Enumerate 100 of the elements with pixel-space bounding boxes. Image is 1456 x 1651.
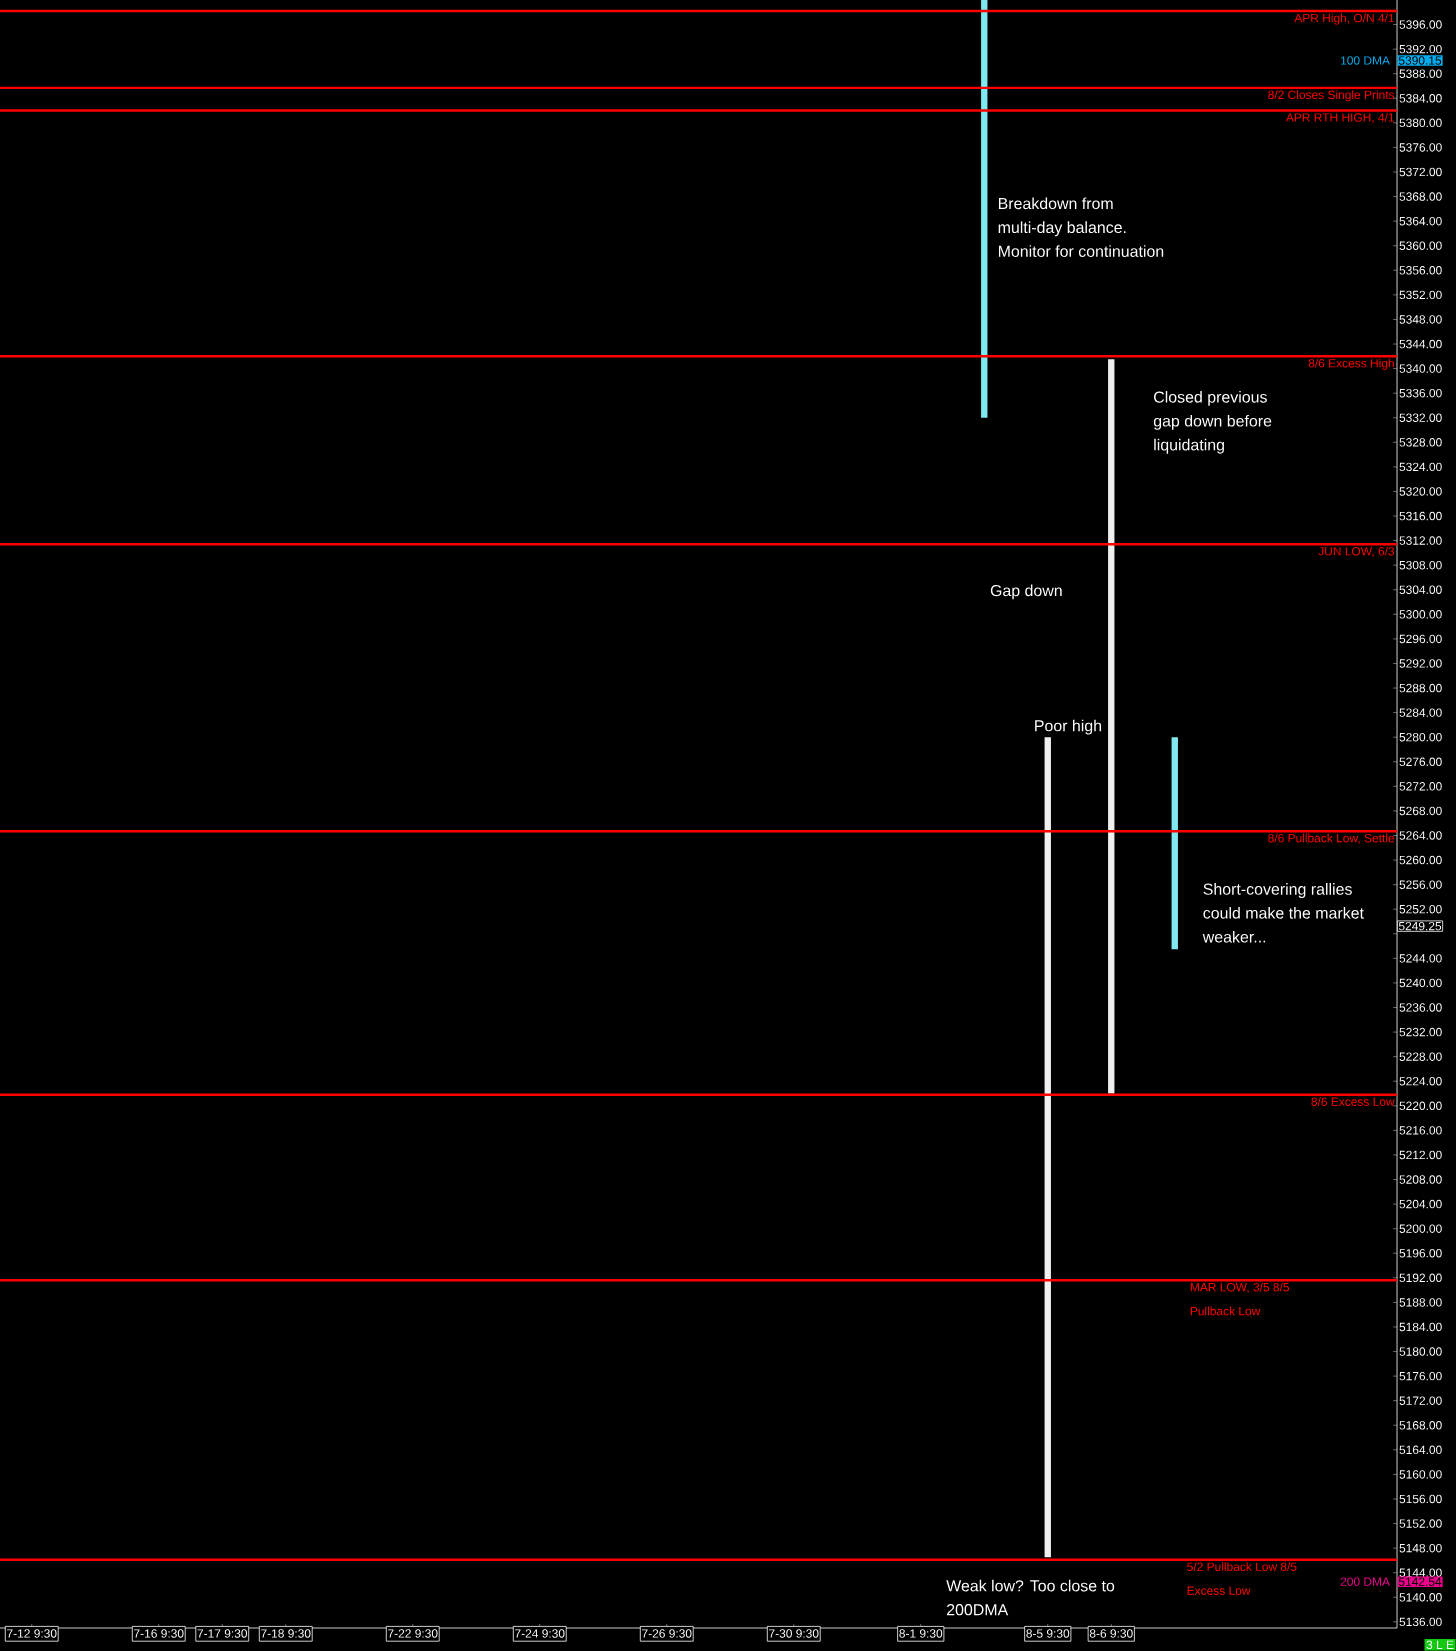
y-tick-label: 5244.00 bbox=[1399, 954, 1442, 963]
y-tick-label: 5204.00 bbox=[1399, 1199, 1442, 1209]
x-tick-label: 7-18 9:30 bbox=[261, 1629, 311, 1638]
y-tick-label: 5368.00 bbox=[1399, 192, 1442, 201]
text: 5/2 Pullback Low 8/5 Excess Low bbox=[1187, 1562, 1297, 1595]
x-tick-label: 8-5 9:30 bbox=[1026, 1629, 1070, 1638]
annotation: Breakdown from multi-day balance. Monitor for continuation bbox=[998, 197, 1164, 257]
text: 5142.54 bbox=[1398, 1577, 1442, 1586]
ref-line-label: MAR LOW, 3/5 8/5 Pullback Low bbox=[1190, 1282, 1290, 1316]
y-tick-label: 5332.00 bbox=[1399, 413, 1442, 422]
y-tick-label: 5260.00 bbox=[1399, 855, 1442, 865]
y-tick-label: 5296.00 bbox=[1399, 634, 1442, 644]
y-tick-label: 5356.00 bbox=[1399, 266, 1442, 275]
y-tick-label: 5164.00 bbox=[1399, 1445, 1442, 1455]
x-tick-label: 7-24 9:30 bbox=[515, 1629, 565, 1638]
y-tick-label: 5224.00 bbox=[1399, 1077, 1442, 1086]
y-tick-label: 5140.00 bbox=[1399, 1593, 1442, 1602]
y-tick-label: 5348.00 bbox=[1399, 315, 1442, 324]
y-tick-label: 5272.00 bbox=[1399, 782, 1442, 791]
y-tick-label: 5236.00 bbox=[1399, 1003, 1442, 1012]
y-tick-label: 5192.00 bbox=[1399, 1273, 1442, 1283]
y-tick-label: 5200.00 bbox=[1399, 1224, 1442, 1233]
y-tick-label: 5172.00 bbox=[1399, 1396, 1442, 1405]
y-tick-label: 5372.00 bbox=[1399, 167, 1442, 177]
x-tick-label: 8-6 9:30 bbox=[1089, 1629, 1133, 1638]
y-tick-label: 5268.00 bbox=[1399, 806, 1442, 816]
y-tick-label: 5344.00 bbox=[1399, 339, 1442, 349]
x-tick-label: 7-17 9:30 bbox=[197, 1629, 248, 1638]
x-tick-label: 7-12 9:30 bbox=[7, 1629, 57, 1638]
y-tick-label: 5276.00 bbox=[1399, 757, 1442, 767]
ref-line-label: 8/2 Closes Single Prints bbox=[1268, 90, 1395, 102]
y-tick-label: 5392.00 bbox=[1399, 44, 1442, 54]
ref-line-label: 8/6 Pullback Low, Settle bbox=[1268, 833, 1395, 844]
annotation: Short-covering rallies could make the market weaker... bbox=[1202, 883, 1364, 943]
y-tick-label: 5180.00 bbox=[1399, 1347, 1442, 1356]
x-tick-label: 7-26 9:30 bbox=[642, 1629, 692, 1638]
annotation: 100 DMA bbox=[1341, 56, 1390, 65]
bar bbox=[1171, 737, 1178, 950]
y-tick-label: 5364.00 bbox=[1399, 216, 1442, 226]
y-tick-label: 5220.00 bbox=[1399, 1101, 1442, 1111]
y-tick-label: 5196.00 bbox=[1399, 1249, 1442, 1258]
ref-line-label: JUN LOW, 6/3 bbox=[1318, 546, 1395, 557]
y-tick-label: 5168.00 bbox=[1399, 1421, 1442, 1430]
y-tick-label: 5144.00 bbox=[1399, 1568, 1442, 1577]
y-tick-label: 5320.00 bbox=[1399, 487, 1442, 496]
y-tick-label: 5336.00 bbox=[1399, 388, 1442, 398]
y-tick-label: 5384.00 bbox=[1399, 94, 1442, 103]
y-tick-label: 5360.00 bbox=[1399, 241, 1442, 250]
y-tick-label: 5160.00 bbox=[1399, 1470, 1442, 1479]
y-tick-label: 5256.00 bbox=[1399, 880, 1442, 889]
y-tick-label: 5388.00 bbox=[1399, 69, 1442, 78]
y-tick-label: 5264.00 bbox=[1399, 831, 1442, 840]
y-tick-label: 5216.00 bbox=[1399, 1126, 1442, 1135]
y-tick-label: 5148.00 bbox=[1399, 1543, 1442, 1553]
x-tick-label: 7-30 9:30 bbox=[769, 1629, 819, 1638]
x-tick-label: 7-16 9:30 bbox=[134, 1629, 184, 1638]
y-tick-label: 5156.00 bbox=[1399, 1494, 1442, 1504]
y-tick-label: 5292.00 bbox=[1399, 659, 1442, 668]
y-tick-label: 5136.00 bbox=[1399, 1617, 1442, 1627]
bar bbox=[981, 0, 988, 418]
annotation: Weak low? Too close to 200DMA bbox=[946, 1579, 1115, 1616]
y-tick-label: 5152.00 bbox=[1399, 1519, 1442, 1528]
text: 5390.15 bbox=[1398, 56, 1442, 65]
y-tick-label: 5304.00 bbox=[1399, 585, 1442, 594]
y-tick-label: 5308.00 bbox=[1399, 560, 1442, 570]
y-tick-label: 5396.00 bbox=[1399, 20, 1442, 29]
y-tick-label: 5252.00 bbox=[1399, 904, 1442, 914]
annotation: Poor high bbox=[1035, 719, 1102, 735]
y-tick-label: 5232.00 bbox=[1399, 1027, 1442, 1037]
y-tick-label: 5228.00 bbox=[1399, 1052, 1442, 1061]
y-tick-label: 5352.00 bbox=[1399, 290, 1442, 300]
annotation: Gap down bbox=[990, 584, 1062, 600]
ref-line-label: APR High, O/N 4/1 bbox=[1294, 13, 1395, 25]
y-tick-label: 5280.00 bbox=[1399, 732, 1442, 742]
ref-line-label: 8/6 Excess High bbox=[1308, 358, 1394, 370]
x-tick-label: 8-1 9:30 bbox=[899, 1629, 943, 1638]
ref-line-label: 8/6 Excess Low bbox=[1311, 1097, 1395, 1106]
y-tick-label: 5240.00 bbox=[1399, 978, 1442, 988]
y-tick-label: 5188.00 bbox=[1399, 1298, 1442, 1307]
y-tick-label: 5184.00 bbox=[1399, 1322, 1442, 1332]
annotation: 200 DMA bbox=[1340, 1577, 1390, 1586]
bar bbox=[1108, 359, 1115, 1094]
y-tick-label: 5316.00 bbox=[1399, 511, 1442, 521]
y-tick-label: 5324.00 bbox=[1399, 462, 1442, 472]
y-tick-label: 5376.00 bbox=[1399, 143, 1442, 152]
x-tick-label: 7-22 9:30 bbox=[388, 1629, 438, 1638]
y-tick-label: 5300.00 bbox=[1399, 610, 1442, 619]
y-tick-label: 5380.00 bbox=[1399, 118, 1442, 128]
annotation: Closed previous gap down before liquidating bbox=[1153, 390, 1272, 454]
y-tick-label: 5208.00 bbox=[1399, 1175, 1442, 1184]
text: 3 L E bbox=[1426, 1640, 1454, 1650]
y-tick-label: 5288.00 bbox=[1399, 683, 1442, 693]
y-tick-label: 5340.00 bbox=[1399, 364, 1442, 373]
y-tick-label: 5176.00 bbox=[1399, 1371, 1442, 1381]
ref-line-label: APR RTH HIGH, 4/1 bbox=[1285, 112, 1395, 124]
y-tick-label: 5312.00 bbox=[1399, 536, 1442, 545]
bar bbox=[1044, 737, 1051, 1558]
text: 5249.25 bbox=[1398, 921, 1442, 931]
y-tick-label: 5284.00 bbox=[1399, 708, 1442, 717]
y-tick-label: 5328.00 bbox=[1399, 438, 1442, 447]
